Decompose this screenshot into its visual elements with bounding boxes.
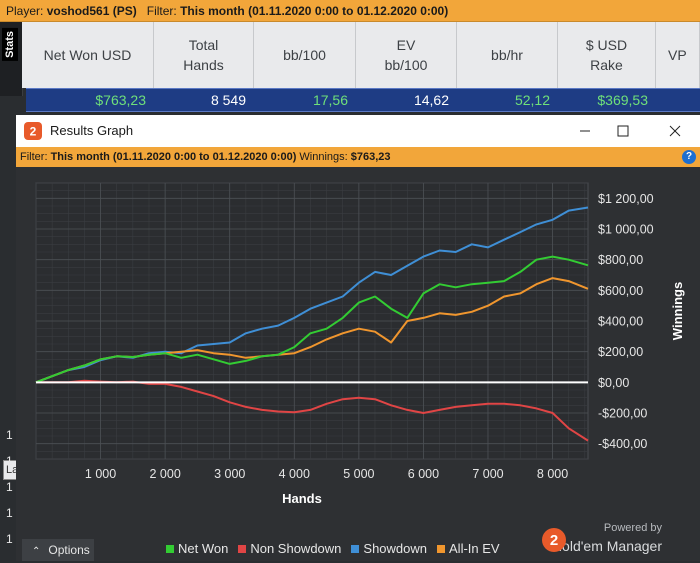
chevron-up-icon: ⌃ xyxy=(32,546,41,557)
left-row-number: 1 xyxy=(6,480,13,494)
left-row-number: 1 xyxy=(6,428,13,442)
stats-values-row: $763,23 8 549 17,56 14,62 52,12 $369,53 xyxy=(26,88,700,112)
stats-header-total-hands[interactable]: Total Hands xyxy=(154,22,254,88)
brand-block: Powered by Hold'em Manager 2 xyxy=(542,522,692,560)
window-titlebar[interactable]: 2 Results Graph xyxy=(16,115,700,147)
stats-value-total-hands: 8 549 xyxy=(210,92,246,108)
y-tick-label: $1 200,00 xyxy=(598,192,654,206)
powered-by-text: Powered by xyxy=(603,522,662,534)
y-tick-label: $600,00 xyxy=(598,284,643,298)
legend-item-net-won[interactable]: Net Won xyxy=(166,541,228,556)
left-row-number: 1 xyxy=(6,506,13,520)
legend-label: Net Won xyxy=(178,541,229,556)
series-line-net-won xyxy=(35,255,589,384)
player-label: Player: xyxy=(6,4,44,18)
y-tick-label: $800,00 xyxy=(598,253,643,267)
stats-value-ev-bb100: 14,62 xyxy=(413,92,449,108)
left-background-strip: La 1 1 1 1 1 xyxy=(0,112,18,561)
stats-header-row: Net Won USD Total Hands bb/100 EV bb/100… xyxy=(22,22,700,88)
y-tick-label: $0,00 xyxy=(598,376,629,390)
graph-filter-bar: Filter: This month (01.11.2020 0:00 to 0… xyxy=(16,147,700,167)
legend-item-all-in-ev[interactable]: All-In EV xyxy=(437,541,500,556)
legend-label: Non Showdown xyxy=(250,541,342,556)
chart-legend: Net Won Non Showdown Showdown All-In EV xyxy=(166,541,500,556)
legend-swatch xyxy=(351,544,360,553)
app-icon: 2 xyxy=(24,122,42,140)
y-tick-label: -$200,00 xyxy=(598,407,647,421)
graph-filter-value: This month (01.11.2020 0:00 to 01.12.202… xyxy=(50,151,297,163)
minimize-icon xyxy=(580,130,590,132)
brand-logo-text: 2 xyxy=(550,532,558,549)
x-tick-label: 4 000 xyxy=(279,467,310,481)
x-tick-label: 7 000 xyxy=(472,467,503,481)
filter-label: Filter: xyxy=(146,4,177,18)
results-chart: $1 200,00 $1 000,00 $800,00 $600,00 $400,00 $… xyxy=(35,182,685,506)
legend-item-non-showdown[interactable]: Non Showdown xyxy=(238,541,341,556)
x-tick-label: 2 000 xyxy=(149,467,180,481)
y-axis-label: Winnings xyxy=(670,282,685,340)
maximize-icon xyxy=(617,125,629,137)
legend-swatch xyxy=(437,544,446,553)
options-button[interactable]: ⌃ Options xyxy=(22,539,94,561)
graph-area: $1 200,00 $1 000,00 $800,00 $600,00 $400,00 $… xyxy=(16,167,700,561)
stats-value-bb100: 17,56 xyxy=(312,92,348,108)
player-value: voshod561 (PS) xyxy=(46,4,137,18)
stats-header-bb-hr[interactable]: bb/hr xyxy=(457,22,558,88)
close-button[interactable] xyxy=(652,115,698,147)
x-tick-label: 6 000 xyxy=(408,467,439,481)
x-tick-label: 5 000 xyxy=(343,467,374,481)
side-tab-stats[interactable]: Stats xyxy=(0,22,23,96)
stats-value-net-won: $763,23 xyxy=(95,92,146,108)
winnings-label: Winnings: xyxy=(299,151,348,163)
x-tick-label: 1 000 xyxy=(85,467,116,481)
app-icon-text: 2 xyxy=(30,125,37,139)
winnings-value: $763,23 xyxy=(350,151,391,163)
maximize-button[interactable] xyxy=(600,115,646,147)
y-tick-label: $200,00 xyxy=(598,345,643,359)
stats-value-rake: $369,53 xyxy=(597,92,648,108)
options-label: Options xyxy=(48,543,90,557)
help-icon[interactable]: ? xyxy=(682,150,696,164)
results-graph-window: 2 Results Graph Filter: This month (01.1… xyxy=(16,115,700,561)
close-icon xyxy=(669,125,681,137)
legend-item-showdown[interactable]: Showdown xyxy=(351,541,427,556)
legend-swatch xyxy=(166,544,174,553)
stats-header-vp[interactable]: VP xyxy=(656,22,700,88)
graph-filter-label: Filter: xyxy=(20,151,48,163)
left-row-number: 1 xyxy=(6,532,13,546)
minimize-button[interactable] xyxy=(562,115,608,147)
y-tick-label: $1 000,00 xyxy=(598,223,654,237)
brand-logo-icon: 2 xyxy=(542,528,566,552)
y-tick-label: $400,00 xyxy=(598,315,643,329)
y-tick-label: -$400,00 xyxy=(598,437,647,451)
legend-label: All-In EV xyxy=(449,541,500,556)
top-filter-bar: Player: voshod561 (PS) Filter: This mont… xyxy=(0,0,700,22)
stats-header-ev-bb100[interactable]: EV bb/100 xyxy=(356,22,457,88)
x-axis-label: Hands xyxy=(282,491,322,506)
stats-value-bb-hr: 52,12 xyxy=(514,92,550,108)
x-tick-label: 8 000 xyxy=(537,467,568,481)
left-row-number: 1 xyxy=(6,454,13,468)
stats-header-rake[interactable]: $ USD Rake xyxy=(558,22,656,88)
brand-name: Hold'em Manager xyxy=(551,538,662,554)
filter-value: This month (01.11.2020 0:00 to 01.12.202… xyxy=(180,4,449,18)
stats-header-net-won[interactable]: Net Won USD xyxy=(22,22,154,88)
x-tick-label: 3 000 xyxy=(214,467,245,481)
window-title: Results Graph xyxy=(50,123,134,138)
stats-header-bb100[interactable]: bb/100 xyxy=(254,22,356,88)
legend-label: Showdown xyxy=(363,541,428,556)
side-tab-label: Stats xyxy=(2,28,18,61)
legend-swatch xyxy=(238,544,247,553)
